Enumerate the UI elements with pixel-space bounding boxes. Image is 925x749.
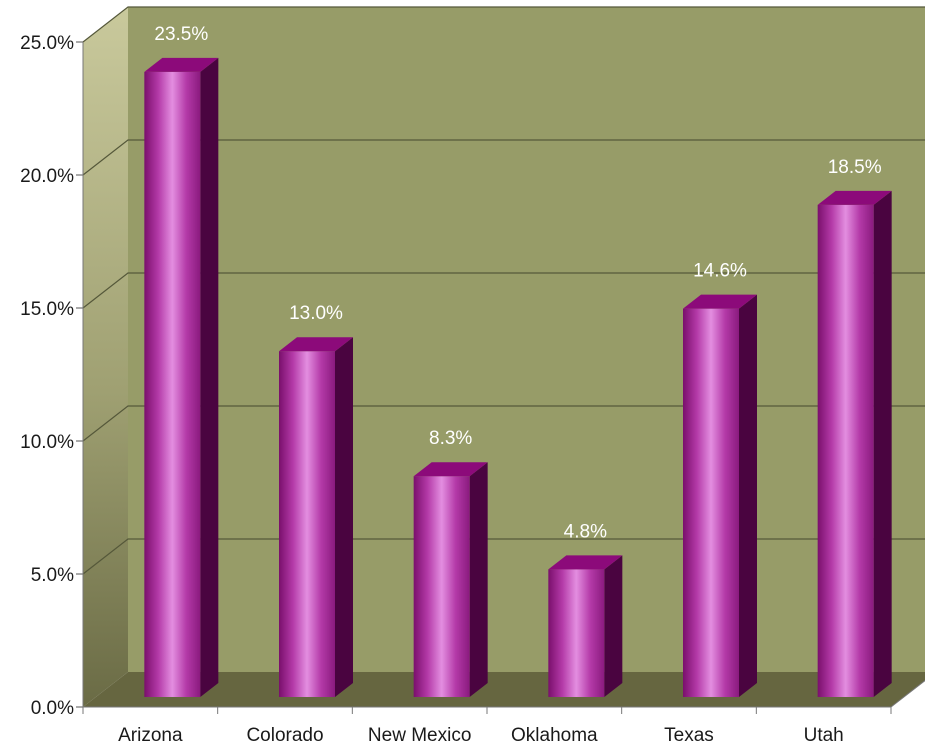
x-tick-label: Oklahoma bbox=[511, 725, 598, 746]
bar-front bbox=[413, 476, 470, 697]
x-tick-label: Arizona bbox=[118, 725, 183, 746]
axes bbox=[76, 41, 925, 714]
bar bbox=[279, 337, 353, 697]
bar-front bbox=[279, 351, 335, 697]
floor-edge bbox=[890, 679, 925, 708]
y-tick-label: 15.0% bbox=[20, 299, 74, 320]
y-tick-label: 20.0% bbox=[20, 166, 74, 187]
bar-top bbox=[817, 190, 892, 205]
bar-front bbox=[144, 71, 201, 697]
x-tick-label: New Mexico bbox=[368, 725, 471, 746]
bar bbox=[413, 462, 488, 697]
data-label: 13.0% bbox=[289, 303, 343, 324]
data-label: 8.3% bbox=[429, 428, 472, 449]
gridlines bbox=[82, 6, 925, 575]
y-tick-label: 0.0% bbox=[31, 698, 74, 719]
bar bbox=[683, 294, 757, 697]
bar-side bbox=[335, 337, 353, 697]
bar-top bbox=[413, 462, 488, 477]
bar-top bbox=[548, 555, 623, 570]
bar bbox=[548, 555, 623, 697]
data-label: 14.6% bbox=[693, 261, 747, 282]
gridline bbox=[82, 538, 925, 575]
bar-top bbox=[279, 337, 353, 352]
x-tick-label: Texas bbox=[664, 725, 714, 746]
bar-top bbox=[144, 57, 219, 72]
x-tick-label: Colorado bbox=[246, 725, 323, 746]
bar-side bbox=[200, 57, 219, 697]
bar-front bbox=[548, 569, 605, 697]
data-label: 18.5% bbox=[828, 157, 882, 178]
gridline bbox=[82, 6, 925, 43]
y-tick-label: 25.0% bbox=[20, 33, 74, 54]
y-tick-label: 10.0% bbox=[20, 432, 74, 453]
data-label: 4.8% bbox=[564, 521, 607, 542]
bar-side bbox=[739, 294, 757, 697]
bar-front bbox=[683, 308, 739, 697]
gridline bbox=[82, 272, 925, 309]
bar-front bbox=[817, 204, 874, 697]
bar-side bbox=[469, 462, 488, 697]
gridline bbox=[82, 405, 925, 442]
x-tick-label: Utah bbox=[804, 725, 844, 746]
back-wall bbox=[128, 7, 925, 672]
bar bbox=[817, 190, 892, 697]
data-label: 23.5% bbox=[154, 24, 208, 45]
bars bbox=[144, 57, 892, 697]
y-tick-label: 5.0% bbox=[31, 565, 74, 586]
bar-side bbox=[873, 190, 892, 697]
side-wall bbox=[83, 7, 128, 707]
labels: 0.0% 5.0% 10.0% 15.0% 20.0% 25.0% 23.5% Arizona… bbox=[20, 24, 882, 746]
gridline bbox=[82, 139, 925, 176]
bar-top bbox=[683, 294, 757, 309]
bar-side bbox=[604, 555, 623, 697]
bar bbox=[144, 57, 219, 697]
